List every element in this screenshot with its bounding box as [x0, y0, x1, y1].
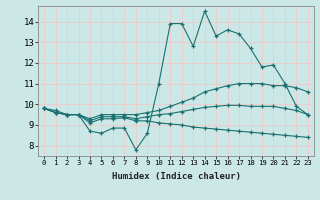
X-axis label: Humidex (Indice chaleur): Humidex (Indice chaleur) — [111, 172, 241, 181]
